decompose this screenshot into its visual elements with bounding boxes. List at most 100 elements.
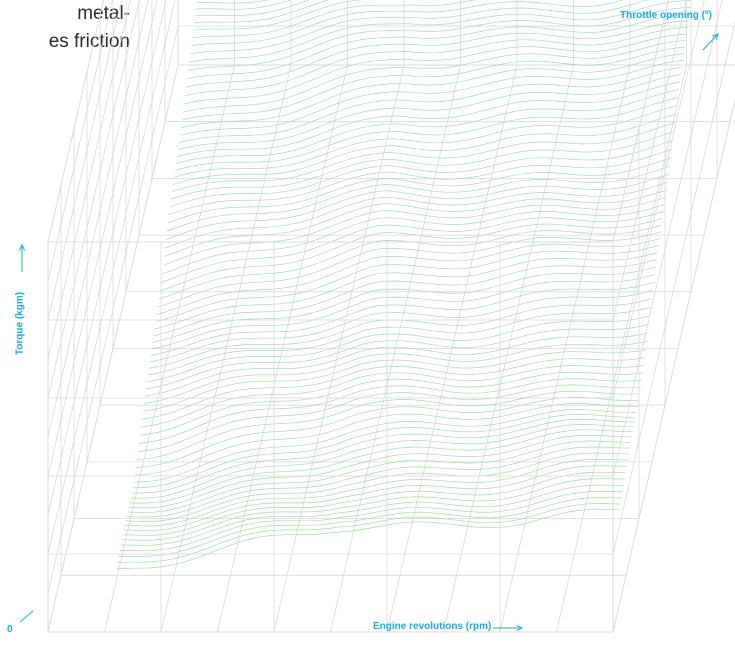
- grid-line: [443, 64, 574, 633]
- surface-line: [143, 340, 647, 404]
- surface-line: [123, 465, 627, 531]
- z-axis-arrow-head: [712, 33, 719, 40]
- grid-line: [612, 0, 705, 399]
- surface-line: [136, 390, 640, 460]
- surface-line: [188, 7, 692, 71]
- surface-line: [128, 434, 632, 509]
- surface-line: [167, 157, 671, 224]
- surface-line: [174, 105, 677, 178]
- surface-line: [169, 140, 673, 208]
- surface-line: [183, 40, 687, 113]
- surface-line: [191, 0, 624, 47]
- surface-line: [120, 484, 624, 546]
- surface-line: [192, 0, 582, 39]
- surface-line: [146, 315, 650, 383]
- surface-line: [190, 0, 649, 55]
- caption-text: metal- es friction: [0, 0, 130, 56]
- surface-line: [141, 357, 645, 420]
- grid-line: [47, 0, 113, 282]
- grid-line: [612, 0, 687, 321]
- surface-line: [179, 66, 683, 143]
- surface-line: [127, 440, 631, 513]
- surface-line: [140, 365, 644, 428]
- surface-line: [160, 211, 664, 283]
- x-axis-label: Engine revolutions (rpm): [373, 621, 492, 632]
- surface-line: [121, 478, 625, 541]
- surface-line: [176, 89, 679, 164]
- surface-line: [148, 298, 652, 369]
- surface-line: [116, 508, 620, 570]
- surface-line: [181, 53, 685, 129]
- surface-line: [142, 349, 646, 412]
- grid-line: [612, 0, 669, 243]
- surface-line: [152, 266, 656, 343]
- surface-line: [130, 424, 634, 499]
- surface-line: [173, 114, 676, 185]
- grid-line: [612, 20, 735, 555]
- x-axis-arrow-head: [516, 624, 524, 632]
- surface-line: [133, 409, 637, 483]
- surface-line: [134, 403, 638, 476]
- surface-line: [189, 0, 693, 63]
- surface-line: [150, 282, 654, 356]
- surface-line: [168, 149, 672, 216]
- grid-line: [612, 98, 735, 633]
- grid-line: [47, 0, 122, 321]
- y-axis-label: Torque (kgm): [14, 291, 26, 356]
- grid-line: [499, 64, 631, 633]
- caption-line-2: es friction: [48, 31, 130, 52]
- surface-line: [154, 252, 658, 330]
- surface-line: [138, 378, 642, 444]
- surface-line: [175, 97, 678, 171]
- surface-line: [155, 245, 659, 323]
- z-axis-label: Throttle opening (º): [620, 10, 712, 21]
- surface-line: [129, 429, 633, 504]
- surface-wireframe: [116, 0, 693, 570]
- surface-line: [166, 165, 671, 232]
- surface-line: [125, 452, 629, 522]
- surface-line: [187, 14, 691, 80]
- surface-line: [131, 418, 635, 494]
- surface-line: [178, 74, 682, 151]
- surface-line: [145, 324, 649, 390]
- grid-line: [47, 0, 104, 243]
- surface-line: [164, 181, 668, 249]
- surface-line: [186, 20, 690, 88]
- surface-line: [153, 259, 657, 337]
- origin-tick: [19, 610, 34, 623]
- grid-front-cage: [47, 0, 735, 633]
- surface-line: [149, 290, 653, 363]
- surface-line: [163, 189, 667, 258]
- surface-line: [195, 0, 310, 17]
- surface-line: [162, 197, 666, 266]
- surface-line: [171, 122, 675, 192]
- axis-arrows: [18, 33, 719, 632]
- surface-line: [165, 174, 670, 240]
- surface-line: [161, 204, 665, 275]
- surface-line: [147, 306, 651, 376]
- y-axis-arrow-head: [18, 243, 26, 251]
- surface-line: [126, 446, 630, 518]
- surface-line: [196, 0, 292, 10]
- grid-line: [47, 0, 131, 360]
- surface-line: [185, 27, 689, 97]
- grid-line: [47, 0, 149, 438]
- grid-line: [47, 0, 140, 399]
- surface-line: [182, 46, 686, 121]
- surface-line: [119, 491, 623, 552]
- surface-line: [139, 371, 643, 436]
- surface-line: [197, 0, 269, 4]
- grid-line: [386, 64, 518, 633]
- surface-line: [151, 274, 655, 350]
- surface-line: [159, 218, 663, 292]
- surface-line: [156, 238, 660, 315]
- surface-line: [144, 332, 648, 397]
- surface-line: [117, 503, 621, 563]
- surface-line: [122, 471, 626, 536]
- surface-line: [180, 60, 684, 136]
- surface-line: [193, 0, 364, 31]
- surface-line: [194, 0, 329, 24]
- surface-line: [170, 131, 674, 200]
- z-axis-arrow: [702, 33, 719, 51]
